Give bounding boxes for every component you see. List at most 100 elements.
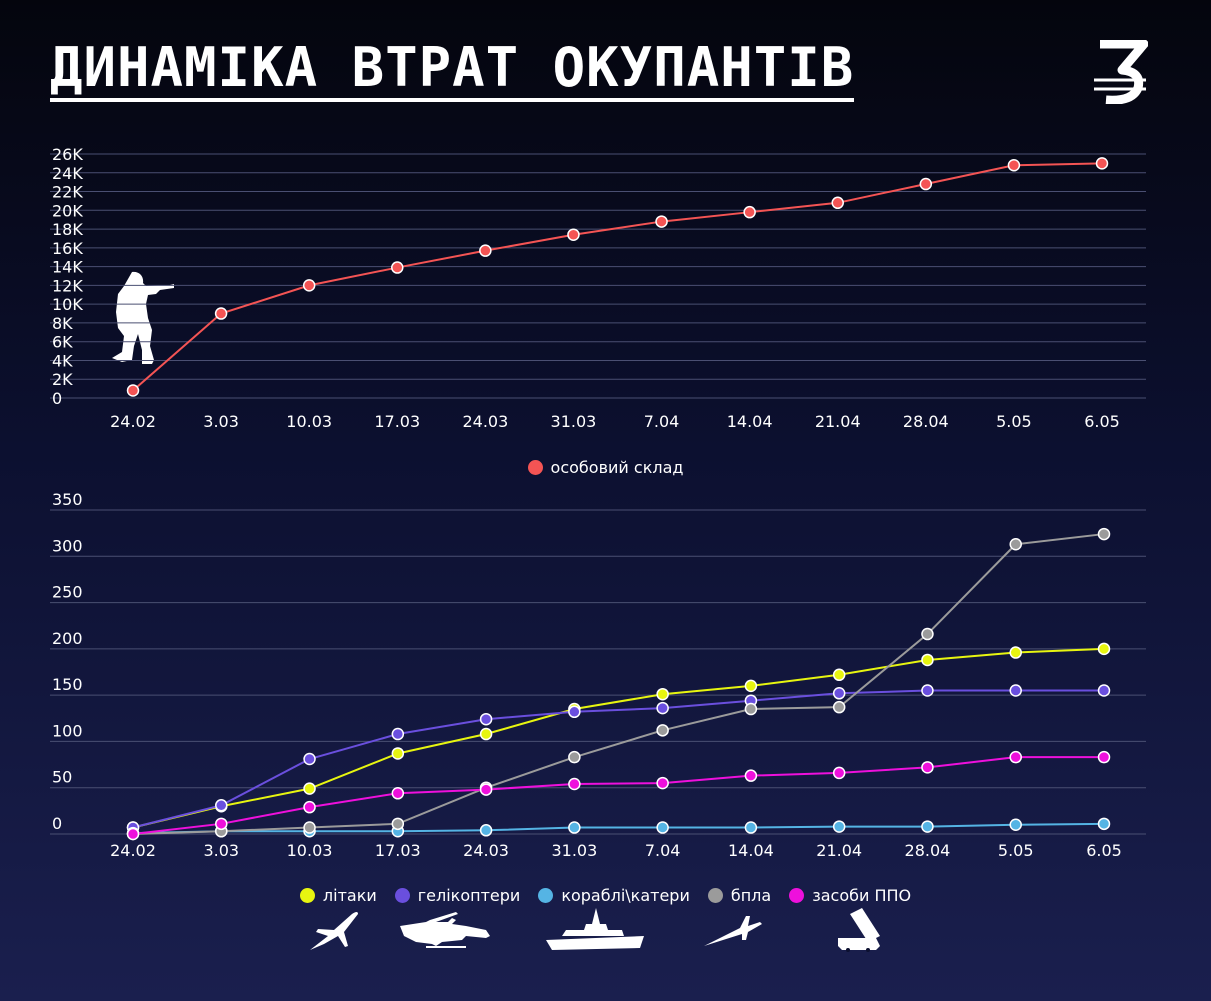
logo-icon bbox=[1094, 40, 1148, 104]
personnel-data-point bbox=[479, 244, 492, 257]
equipment-data-point bbox=[568, 705, 581, 719]
equipment-data-point bbox=[568, 777, 581, 791]
equipment-x-tick-label: 31.03 bbox=[551, 841, 597, 860]
fighter-jet-icon bbox=[310, 912, 358, 950]
personnel-data-point bbox=[567, 228, 580, 241]
personnel-legend: особовий склад bbox=[0, 458, 1211, 477]
equipment-x-tick-label: 24.02 bbox=[110, 841, 156, 860]
personnel-y-tick-label: 14K bbox=[52, 258, 83, 277]
equipment-data-point bbox=[921, 684, 934, 697]
equipment-data-point bbox=[303, 800, 316, 814]
equipment-data-point bbox=[1097, 817, 1111, 831]
personnel-x-tick-label: 7.04 bbox=[644, 412, 680, 431]
equipment-data-point bbox=[1097, 527, 1111, 541]
equipment-data-point bbox=[391, 747, 405, 760]
equipment-data-point bbox=[1097, 642, 1111, 656]
legend-label-ships: кораблі\катери bbox=[561, 886, 690, 905]
personnel-data-point bbox=[743, 205, 756, 219]
personnel-x-tick-label: 3.03 bbox=[203, 412, 239, 431]
personnel-y-tick-label: 22K bbox=[52, 183, 83, 202]
personnel-y-tick-label: 10K bbox=[52, 295, 83, 314]
personnel-data-point bbox=[919, 177, 933, 191]
equipment-data-point bbox=[1009, 750, 1022, 764]
equipment-series-line-2 bbox=[132, 822, 1105, 835]
equipment-data-point bbox=[832, 766, 846, 780]
equipment-x-tick-label: 6.05 bbox=[1086, 841, 1122, 860]
legend-label-uav: бпла bbox=[730, 886, 772, 905]
equipment-data-point bbox=[479, 783, 493, 796]
equipment-legend: літаки гелікоптери кораблі\катери бпла з… bbox=[0, 886, 1211, 905]
legend-item-personnel: особовий склад bbox=[527, 458, 684, 477]
equipment-data-point bbox=[744, 821, 758, 834]
equipment-data-point bbox=[1097, 684, 1111, 697]
legend-label-air-defense: засоби ППО bbox=[812, 886, 912, 905]
equipment-data-point bbox=[832, 820, 846, 833]
equipment-x-tick-label: 21.04 bbox=[816, 841, 862, 860]
equipment-data-point bbox=[391, 727, 405, 741]
equipment-data-point bbox=[126, 827, 140, 841]
equipment-data-point bbox=[1009, 538, 1022, 551]
legend-marker-air-defense bbox=[789, 888, 805, 903]
personnel-data-point bbox=[655, 215, 668, 228]
personnel-x-tick-label: 24.03 bbox=[462, 412, 508, 431]
equipment-data-point bbox=[215, 799, 228, 812]
personnel-y-tick-label: 4K bbox=[52, 351, 73, 370]
equipment-data-point bbox=[303, 821, 316, 834]
page-title: ДИНАМІКА ВТРАТ ОКУПАНТІВ bbox=[50, 38, 855, 102]
legend-marker-planes bbox=[299, 888, 315, 903]
equipment-y-tick-label: 150 bbox=[52, 675, 83, 694]
equipment-data-point bbox=[479, 727, 493, 741]
equipment-x-tick-label: 24.03 bbox=[463, 841, 509, 860]
equipment-data-point bbox=[479, 824, 493, 837]
soldier-silhouette-icon bbox=[112, 271, 174, 364]
personnel-y-tick-label: 20K bbox=[52, 201, 83, 220]
legend-item-ships: кораблі\катери bbox=[538, 886, 690, 905]
personnel-y-tick-label: 2K bbox=[52, 370, 73, 389]
equipment-x-tick-label: 28.04 bbox=[905, 841, 951, 860]
equipment-data-point bbox=[832, 687, 846, 700]
personnel-data-point bbox=[831, 196, 844, 210]
personnel-x-tick-label: 21.04 bbox=[815, 412, 861, 431]
missile-launcher-icon bbox=[838, 908, 880, 952]
equipment-data-point bbox=[656, 724, 669, 737]
equipment-data-point bbox=[1097, 750, 1111, 764]
legend-marker-ships bbox=[538, 888, 554, 903]
equipment-data-point bbox=[656, 701, 669, 715]
equipment-data-point bbox=[1009, 684, 1022, 697]
equipment-x-tick-label: 17.03 bbox=[375, 841, 421, 860]
equipment-data-point bbox=[303, 782, 316, 795]
equipment-data-point bbox=[215, 817, 228, 831]
personnel-data-point bbox=[1095, 157, 1109, 170]
personnel-y-tick-label: 26K bbox=[52, 145, 83, 164]
personnel-x-tick-label: 10.03 bbox=[286, 412, 332, 431]
equipment-data-point bbox=[391, 787, 405, 800]
personnel-x-tick-label: 24.02 bbox=[110, 412, 156, 431]
equipment-y-tick-label: 200 bbox=[52, 629, 83, 648]
personnel-y-tick-label: 24K bbox=[52, 164, 83, 183]
personnel-x-tick-label: 5.05 bbox=[996, 412, 1032, 431]
personnel-data-point bbox=[391, 261, 404, 274]
equipment-data-point bbox=[303, 752, 316, 766]
equipment-data-point bbox=[744, 702, 758, 716]
equipment-data-point bbox=[656, 821, 669, 834]
equipment-data-point bbox=[832, 700, 846, 714]
legend-item-air-defense: засоби ППО bbox=[789, 886, 911, 905]
equipment-data-point bbox=[1009, 818, 1022, 831]
equipment-x-tick-label: 10.03 bbox=[287, 841, 333, 860]
legend-label-personnel: особовий склад bbox=[550, 458, 684, 477]
personnel-x-tick-label: 28.04 bbox=[903, 412, 949, 431]
personnel-x-tick-label: 14.04 bbox=[727, 412, 773, 431]
legend-marker-helicopters bbox=[394, 888, 410, 903]
legend-item-helicopters: гелікоптери bbox=[394, 886, 520, 905]
equipment-data-point bbox=[568, 750, 581, 764]
equipment-x-tick-label: 3.03 bbox=[203, 841, 239, 860]
legend-label-planes: літаки bbox=[322, 886, 377, 905]
equipment-series-line-0 bbox=[132, 647, 1105, 829]
equipment-data-point bbox=[921, 653, 934, 667]
personnel-x-tick-label: 31.03 bbox=[551, 412, 597, 431]
equipment-data-point bbox=[656, 687, 669, 701]
personnel-y-tick-label: 16K bbox=[52, 239, 83, 258]
legend-marker-personnel bbox=[527, 460, 543, 475]
equipment-x-tick-label: 7.04 bbox=[645, 841, 681, 860]
